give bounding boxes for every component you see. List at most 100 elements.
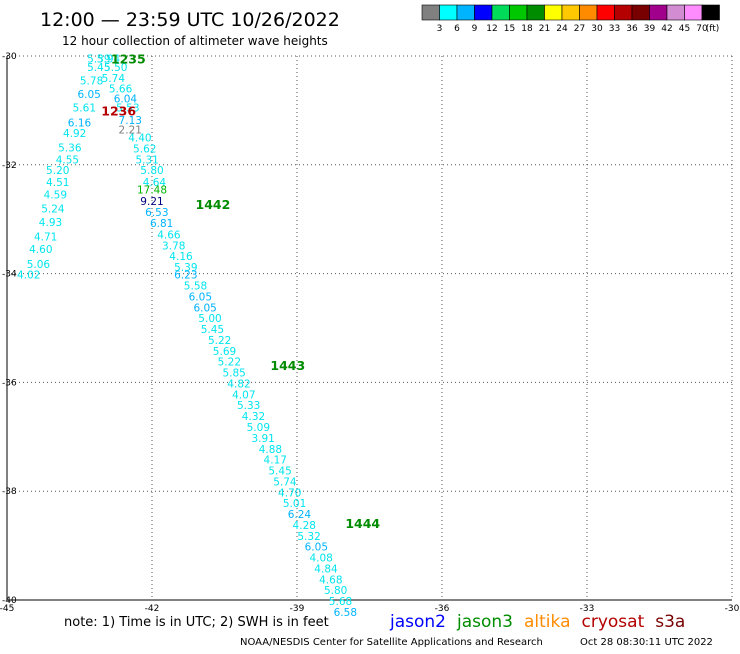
wave-height-label: 5.61 — [73, 103, 96, 115]
satellite-legend-entry: jason2 — [389, 612, 446, 632]
wave-height-label: 5.50 — [104, 62, 127, 74]
wave-height-label: 4.93 — [39, 217, 62, 229]
gridlines — [7, 55, 733, 600]
wave-height-label: 5.94 — [97, 54, 121, 66]
wave-height-label: 5.78 — [80, 75, 103, 87]
colorbar-tick-label: 30 — [591, 24, 603, 34]
wave-height-label: 5.68 — [329, 596, 352, 608]
satellite-legend: jason2 jason3 altika cryosat s3a — [389, 612, 685, 632]
wave-height-label: 5.09 — [247, 422, 270, 434]
wave-height-label: 5.31 — [135, 154, 158, 166]
lon-tick-label: -42 — [145, 604, 160, 614]
colorbar-swatch — [526, 4, 545, 21]
colorbar-tick-label: 70 — [696, 24, 708, 34]
wave-height-label: 5.66 — [109, 84, 133, 96]
wave-height-values: 5.395.945.505.455.745.785.666.05 6.045.53… — [17, 54, 357, 619]
pass-time-label: 1235 — [111, 52, 146, 67]
wave-height-label: 4.51 — [46, 177, 69, 189]
satellite-legend-entry: s3a — [655, 612, 685, 632]
wave-height-label: 17.48 — [137, 184, 167, 196]
colorbar-swatch — [439, 4, 458, 21]
colorbar-tick-label: 45 — [679, 24, 690, 34]
map-subtitle: 12 hour collection of altimeter wave hei… — [62, 34, 328, 48]
wave-height-label: 4.55 — [56, 154, 79, 166]
wave-height-label: 5.69 — [213, 346, 236, 358]
wave-height-label: 6.24 — [288, 509, 312, 521]
lon-tick-label: -45 — [0, 604, 14, 614]
wave-height-label: 5.45 — [201, 324, 224, 336]
wave-height-label: 5.80 — [140, 165, 163, 177]
lat-tick-label: -34 — [2, 270, 17, 280]
wave-height-label: 5.20 — [46, 165, 69, 177]
colorbar-tick-label: 39 — [644, 24, 656, 34]
pass-time-label: 1236 — [101, 103, 136, 118]
wave-height-label: 6.58 — [334, 607, 357, 619]
wave-height-label: 6.05 — [193, 302, 216, 314]
colorbar-tick-label: 33 — [609, 24, 620, 34]
wave-height-label: 4.07 — [232, 389, 255, 401]
wave-height-label: 5.32 — [297, 531, 320, 543]
wave-height-label: 4.17 — [264, 455, 287, 467]
lat-tick-label: -36 — [2, 378, 17, 388]
colorbar-swatch — [614, 4, 633, 21]
colorbar-swatch — [579, 4, 598, 21]
colorbar-tick-label: 36 — [626, 24, 638, 34]
wave-height-label: 6.23 — [174, 270, 197, 282]
wave-height-label: 5.06 — [27, 259, 51, 271]
wave-height-label: 4.70 — [278, 487, 301, 499]
pass-time-label: 1442 — [196, 197, 231, 212]
wave-height-label: 4.84 — [314, 563, 338, 575]
wave-height-label: 5.74 — [273, 476, 297, 488]
colorbar-swatch — [421, 4, 440, 21]
colorbar-tick-label: 21 — [539, 24, 550, 34]
colorbar-swatch — [474, 4, 493, 21]
wave-height-label: 5.45 — [87, 62, 110, 74]
plot-frame — [6, 56, 732, 601]
satellite-legend-entry: cryosat — [582, 612, 645, 632]
wave-height-label: 6.04 — [114, 93, 138, 105]
lon-tick-label: -30 — [725, 604, 740, 614]
pass-time-labels: 1235 1236 1442 1443 1444 — [101, 52, 380, 531]
footer-note: note: 1) Time is in UTC; 2) SWH is in fe… — [64, 615, 329, 630]
colorbar-tick-label: 24 — [556, 24, 568, 34]
footer-timestamp: Oct 28 08:30:11 UTC 2022 — [580, 637, 713, 648]
wave-height-label: 9.21 — [140, 196, 163, 208]
pass-time-label: 1443 — [270, 358, 305, 373]
wave-height-label: 6.16 — [68, 117, 92, 129]
wave-height-label: 4.92 — [63, 128, 86, 140]
wave-height-label: 4.68 — [319, 574, 342, 586]
wave-height-label: 4.71 — [34, 232, 57, 244]
lon-tick-label: -33 — [580, 604, 595, 614]
wave-height-label: 5.53 — [116, 103, 139, 115]
colorbar-swatch — [544, 4, 563, 21]
wave-height-label: 3.78 — [162, 240, 185, 252]
wave-height-label: 2.21 — [119, 124, 142, 136]
wave-height-label: 5.58 — [184, 281, 207, 293]
colorbar-swatch — [596, 4, 615, 21]
colorbar-unit-label: (ft) — [706, 24, 720, 34]
wave-height-label: 7.13 — [119, 115, 142, 127]
colorbar-tick-label: 3 — [437, 24, 443, 34]
colorbar-tick-label: 27 — [574, 24, 585, 34]
colorbar-tick-label: 12 — [486, 24, 497, 34]
colorbar-tick-label: 15 — [504, 24, 515, 34]
wave-height-label: 5.22 — [218, 357, 241, 369]
colorbar-tick-label: 18 — [521, 24, 533, 34]
wave-height-label: 4.64 — [143, 177, 167, 189]
pass-time-label: 1444 — [345, 516, 380, 531]
lat-tick-label: -30 — [2, 52, 17, 62]
wave-height-label: 5.45 — [268, 466, 291, 478]
wave-height-label: 4.88 — [259, 444, 282, 456]
colorbar-swatch — [666, 4, 685, 21]
wave-height-label: 5.62 — [133, 143, 156, 155]
wave-height-label: 6.05 — [305, 542, 328, 554]
wave-height-label: 4.28 — [293, 520, 316, 532]
wave-height-label: 5.24 — [41, 203, 65, 215]
wave-height-label: 5.80 — [324, 585, 347, 597]
wave-height-label: 5.22 — [208, 335, 231, 347]
colorbar-swatch — [509, 4, 528, 21]
colorbar-tick-label: 6 — [454, 24, 460, 34]
wave-height-label: 4.08 — [309, 553, 332, 565]
colorbar-swatch — [649, 4, 668, 21]
